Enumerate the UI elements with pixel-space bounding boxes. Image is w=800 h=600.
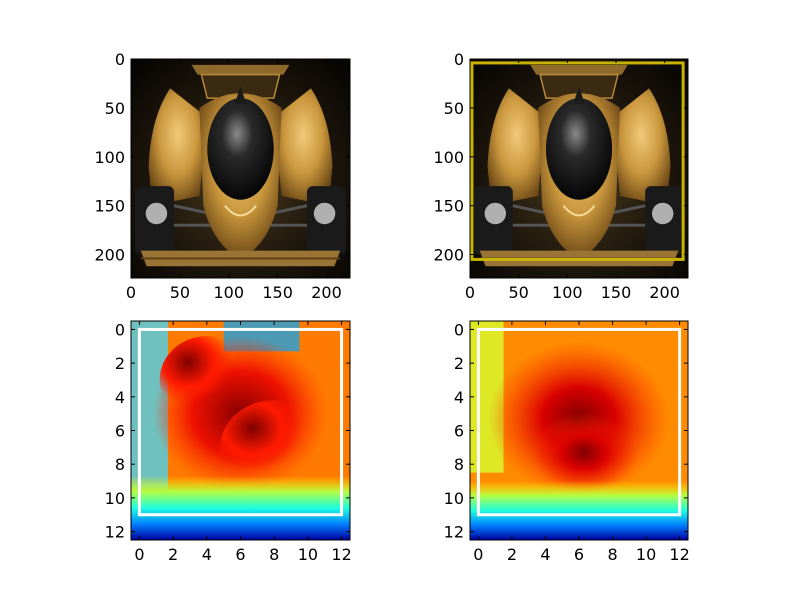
y-tick-label: 10 [444, 489, 464, 508]
axes-frame [469, 58, 689, 279]
x-tick-label: 100 [552, 283, 583, 302]
y-tick-labels: 0 50 100 150 200 [94, 50, 125, 265]
x-tick-label: 10 [636, 545, 656, 564]
bounding-box [137, 327, 344, 517]
x-tick-label: 8 [269, 545, 279, 564]
x-tick-labels: 0 50 100 150 200 [465, 283, 680, 302]
x-tick-label: 0 [465, 283, 475, 302]
y-tick-labels: 0 2 4 6 8 10 12 [444, 320, 464, 541]
y-tick-label: 200 [94, 246, 125, 265]
y-tick-label: 150 [94, 197, 125, 216]
x-tick-label: 100 [213, 283, 244, 302]
y-tick-label: 0 [454, 50, 464, 69]
x-tick-label: 4 [540, 545, 550, 564]
panel-car-photo-box: 0 50 100 150 200 0 50 100 150 200 [433, 50, 689, 302]
x-tick-label: 0 [134, 545, 144, 564]
x-tick-labels: 0 2 4 6 8 10 12 [134, 545, 351, 564]
x-tick-label: 200 [311, 283, 342, 302]
x-tick-label: 12 [669, 545, 689, 564]
heatmap [131, 321, 350, 540]
x-tick-label: 0 [473, 545, 483, 564]
x-tick-label: 50 [508, 283, 528, 302]
x-tick-label: 50 [170, 283, 190, 302]
x-tick-label: 8 [607, 545, 617, 564]
tick-marks [130, 58, 350, 278]
panel-car-photo: 0 50 100 150 200 0 50 100 150 200 [94, 50, 351, 302]
y-tick-label: 12 [105, 523, 125, 542]
y-tick-label: 50 [105, 99, 125, 118]
x-tick-label: 0 [126, 283, 136, 302]
x-tick-label: 12 [331, 545, 351, 564]
y-tick-label: 2 [454, 354, 464, 373]
y-tick-label: 0 [454, 320, 464, 339]
x-tick-labels: 0 50 100 150 200 [126, 283, 342, 302]
y-tick-label: 8 [115, 455, 125, 474]
y-tick-label: 4 [115, 388, 125, 407]
x-tick-label: 150 [262, 283, 293, 302]
y-tick-label: 8 [454, 455, 464, 474]
car-photo [470, 59, 688, 278]
y-tick-label: 0 [115, 50, 125, 69]
x-tick-label: 6 [235, 545, 245, 564]
y-tick-label: 6 [115, 422, 125, 441]
car-photo [131, 59, 350, 278]
y-tick-label: 10 [105, 489, 125, 508]
y-tick-label: 2 [115, 354, 125, 373]
x-tick-label: 150 [601, 283, 632, 302]
y-tick-label: 150 [433, 197, 464, 216]
x-tick-label: 2 [507, 545, 517, 564]
heatmap [470, 321, 688, 540]
x-tick-labels: 0 2 4 6 8 10 12 [473, 545, 690, 564]
y-tick-label: 0 [115, 320, 125, 339]
bounding-box [476, 327, 682, 517]
panel-heatmap-right: 0 2 4 6 8 10 12 0 2 4 6 8 10 12 [444, 320, 690, 564]
y-tick-labels: 0 2 4 6 8 10 12 [105, 320, 125, 541]
y-tick-label: 50 [444, 99, 464, 118]
y-tick-label: 4 [454, 388, 464, 407]
y-tick-label: 100 [433, 148, 464, 167]
tick-marks [469, 58, 688, 278]
x-tick-label: 10 [298, 545, 318, 564]
axes-frame [130, 58, 351, 279]
y-tick-label: 100 [94, 148, 125, 167]
tick-marks [131, 321, 350, 540]
y-tick-label: 200 [433, 246, 464, 265]
tick-marks [470, 321, 688, 540]
x-tick-label: 4 [202, 545, 212, 564]
x-tick-label: 2 [168, 545, 178, 564]
bounding-box [470, 61, 685, 261]
y-tick-label: 12 [444, 523, 464, 542]
y-tick-labels: 0 50 100 150 200 [433, 50, 464, 265]
panel-heatmap-left: 0 2 4 6 8 10 12 0 2 4 6 8 10 12 [105, 320, 352, 564]
y-tick-label: 6 [454, 422, 464, 441]
x-tick-label: 6 [574, 545, 584, 564]
x-tick-label: 200 [649, 283, 680, 302]
